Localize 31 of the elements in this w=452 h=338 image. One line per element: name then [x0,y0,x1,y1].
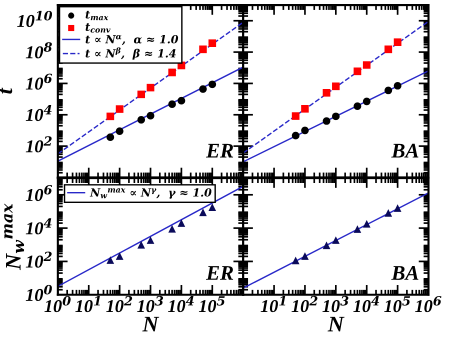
y-tick-label: 10$^{2}$ [26,136,52,152]
y-tick-label: 10$^{2}$ [26,252,52,268]
x-tick-label: 10$^{5}$ [384,296,410,312]
x-tick-label: 10$^{2}$ [106,296,132,312]
y-tick-label: 10$^{10}$ [17,10,52,28]
x-tick-label: 10$^{2}$ [292,296,318,312]
legend-label: t ∝ N$^{β}$, β ≈ 1.4 [86,47,176,60]
annotation: ER [206,144,234,158]
y-tick-label: 10$^{4}$ [26,218,52,234]
annotation: BA [391,266,418,280]
x-tick-label: 10$^{1}$ [75,296,100,312]
annotation: BA [391,144,418,158]
x-tick-label: 10$^{5}$ [198,296,225,312]
x-axis-title: N [328,316,345,332]
x-axis-title: N [142,316,160,332]
y-tick-label: 10$^{8}$ [26,42,52,58]
legend-label: N$_{w}$$^{max}$ ∝ N$^{γ}$, γ ≈ 1.0 [90,188,212,199]
y-tick-label: 10$^{6}$ [26,74,52,90]
x-tick-label: 10$^{4}$ [353,296,380,312]
y-axis-title: N$_{w}$$^{max}$ [4,204,24,270]
legend-label: t$_{conv}$ [86,23,110,33]
x-tick-label: 10$^{6}$ [415,296,442,312]
annotation: ER [206,266,234,280]
y-tick-label: 10$^{6}$ [26,184,52,202]
legend-label: t$_{max}$ [86,10,108,20]
x-tick-label: 10$^{1}$ [260,296,286,312]
x-tick-label: 10$^{3}$ [137,296,164,312]
legend-label: t ∝ N$^{α}$, α ≈ 1.0 [86,35,178,46]
y-tick-label: 10$^{4}$ [26,104,52,122]
x-tick-label: 10$^{4}$ [168,296,194,312]
x-tick-label: 10$^{3}$ [322,296,348,312]
